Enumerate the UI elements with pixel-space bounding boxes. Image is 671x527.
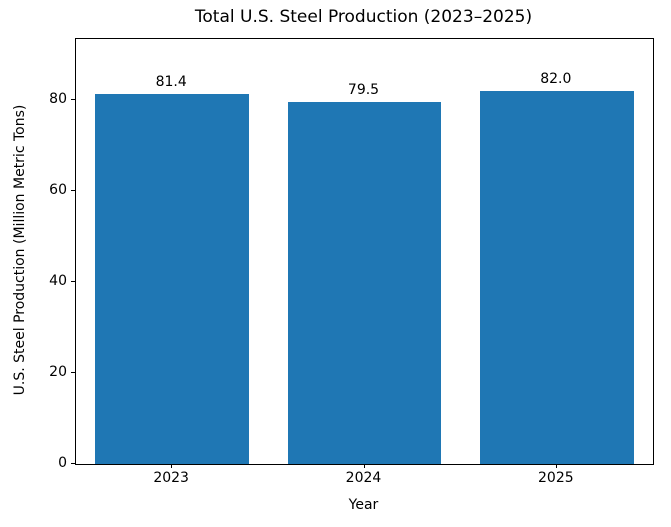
y-tick-mark <box>71 280 75 282</box>
x-tick-label-2025: 2025 <box>538 470 574 486</box>
y-tick-mark <box>71 371 75 373</box>
bar-value-label: 81.4 <box>155 73 187 90</box>
y-axis-label: U.S. Steel Production (Million Metric To… <box>12 104 28 396</box>
y-tick-label-40: 40 <box>49 272 67 289</box>
x-tick-mark <box>171 464 173 468</box>
bar-2024 <box>287 102 442 464</box>
y-tick-label-80: 80 <box>49 90 67 107</box>
y-tick-mark <box>71 463 75 464</box>
y-tick-label-0: 0 <box>58 455 67 471</box>
bar-2023 <box>95 93 250 464</box>
chart-title: Total U.S. Steel Production (2023–2025) <box>194 7 533 27</box>
y-tick-label-60: 60 <box>49 181 67 198</box>
x-tick-label-2023: 2023 <box>153 470 189 486</box>
bar-2025 <box>479 90 634 464</box>
x-tick-label-2024: 2024 <box>345 470 382 486</box>
x-axis-label: Year <box>348 497 379 513</box>
plot-area <box>75 38 654 465</box>
x-tick-mark <box>363 464 365 468</box>
y-tick-mark <box>71 189 75 191</box>
y-tick-label-20: 20 <box>49 363 67 380</box>
x-tick-mark <box>555 464 557 468</box>
bar-value-label: 79.5 <box>347 82 380 99</box>
bar-value-label: 82.0 <box>540 70 572 87</box>
y-tick-mark <box>71 98 75 100</box>
